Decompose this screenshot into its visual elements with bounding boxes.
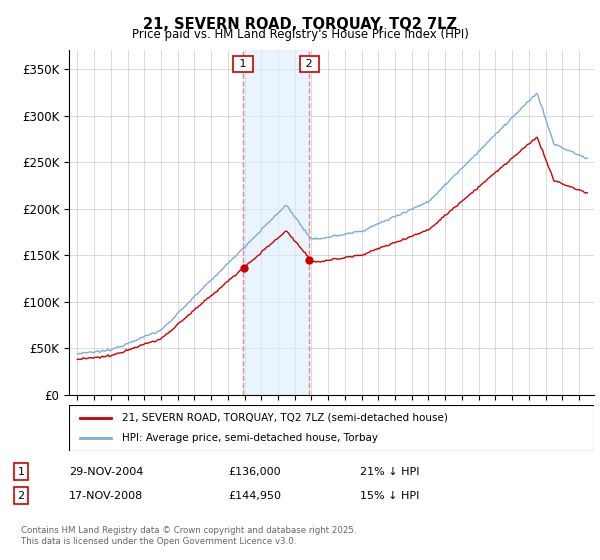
Text: 21% ↓ HPI: 21% ↓ HPI bbox=[360, 466, 419, 477]
Text: 21, SEVERN ROAD, TORQUAY, TQ2 7LZ: 21, SEVERN ROAD, TORQUAY, TQ2 7LZ bbox=[143, 17, 457, 32]
Bar bbox=[243, 50, 310, 395]
Text: HPI: Average price, semi-detached house, Torbay: HPI: Average price, semi-detached house,… bbox=[121, 433, 377, 443]
Text: 21, SEVERN ROAD, TORQUAY, TQ2 7LZ (semi-detached house): 21, SEVERN ROAD, TORQUAY, TQ2 7LZ (semi-… bbox=[121, 413, 448, 423]
Text: 1: 1 bbox=[236, 59, 250, 69]
Text: 2: 2 bbox=[302, 59, 316, 69]
FancyBboxPatch shape bbox=[69, 405, 594, 451]
Text: 1: 1 bbox=[17, 466, 25, 477]
Text: £136,000: £136,000 bbox=[228, 466, 281, 477]
Text: 2: 2 bbox=[17, 491, 25, 501]
Text: 17-NOV-2008: 17-NOV-2008 bbox=[69, 491, 143, 501]
Text: £144,950: £144,950 bbox=[228, 491, 281, 501]
Text: Contains HM Land Registry data © Crown copyright and database right 2025.
This d: Contains HM Land Registry data © Crown c… bbox=[21, 526, 356, 546]
Text: 15% ↓ HPI: 15% ↓ HPI bbox=[360, 491, 419, 501]
Text: Price paid vs. HM Land Registry's House Price Index (HPI): Price paid vs. HM Land Registry's House … bbox=[131, 28, 469, 41]
Text: 29-NOV-2004: 29-NOV-2004 bbox=[69, 466, 143, 477]
